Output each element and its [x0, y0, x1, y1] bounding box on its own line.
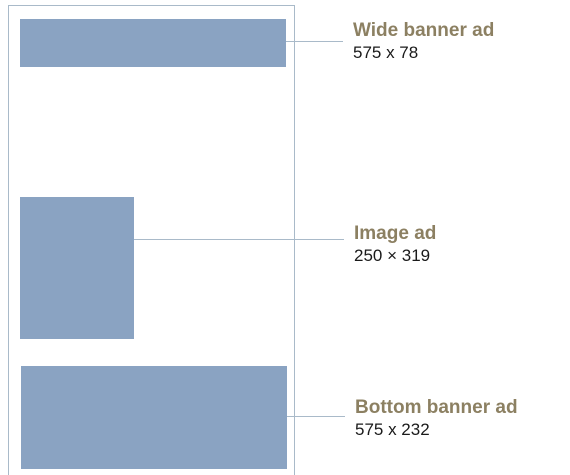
wide-banner-callout: Wide banner ad 575 x 78: [353, 20, 494, 64]
bottom-banner-connector-line: [287, 416, 345, 417]
bottom-banner-callout: Bottom banner ad 575 x 232: [355, 397, 518, 441]
wide-banner-ad-placeholder: [20, 19, 286, 67]
image-ad-connector-line: [134, 239, 344, 240]
bottom-banner-size: 575 x 232: [355, 420, 430, 439]
image-ad-size: 250 × 319: [354, 246, 431, 265]
page-layout-frame: [8, 5, 295, 475]
image-ad-placeholder: [20, 197, 134, 339]
wide-banner-connector-line: [286, 41, 343, 42]
image-ad-title: Image ad: [354, 223, 437, 244]
image-ad-callout: Image ad 250 × 319: [354, 223, 436, 267]
bottom-banner-title: Bottom banner ad: [355, 397, 518, 418]
bottom-banner-ad-placeholder: [21, 366, 287, 469]
wide-banner-size: 575 x 78: [353, 43, 419, 62]
wide-banner-title: Wide banner ad: [353, 20, 495, 41]
